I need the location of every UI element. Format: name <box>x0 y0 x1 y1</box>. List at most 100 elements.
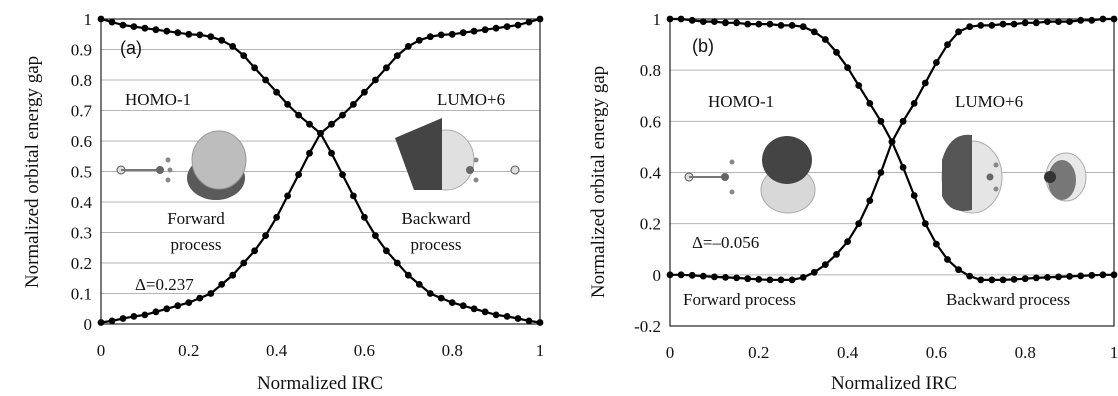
panel-b-series-2-point <box>777 276 785 284</box>
panel-b-series-2-point <box>833 251 840 258</box>
panel-b-series-1-point <box>733 19 740 27</box>
panel-a-series-2-point <box>437 31 445 39</box>
panel-a-series-1-point <box>426 290 434 297</box>
panel-b-series-2-point <box>799 274 807 281</box>
panel-a: 0 0.1 0.2 0.3 0.4 0.5 0.6 0.7 0.8 0.9 1 0 0.2 0.4 0.6 0… <box>22 10 544 394</box>
homo-1-orbital-image-b <box>684 136 816 214</box>
panel-b-series-2-point <box>955 28 962 36</box>
panel-b-series-1-point <box>777 22 785 29</box>
panel-b-series-1-point <box>899 164 907 171</box>
panel-b-series-2-point <box>899 117 907 125</box>
panel-a-series-1-point <box>152 26 160 34</box>
panel-a-series-1-point <box>525 317 533 325</box>
panel-b-xtick-label: 0.4 <box>837 343 859 362</box>
panel-b-series-1-point <box>722 19 729 27</box>
panel-b-xtick-label: 0 <box>666 343 675 362</box>
panel-a-series-1-point <box>459 302 467 310</box>
panel-a-series-2-point <box>328 120 335 128</box>
panel-a-series-2-point <box>284 192 291 200</box>
panel-b-series-2-point <box>688 271 696 279</box>
panel-a-series-1-point <box>393 259 401 267</box>
panel-b-axes: -0.2 0 0.2 0.4 0.6 0.8 1 0 0.2 0.4 0.6 0.8 1 <box>634 10 1118 362</box>
panel-b-series-2-point <box>766 276 774 284</box>
panel-b-series-1-point <box>921 220 929 228</box>
panel-a-axes: 0 0.1 0.2 0.3 0.4 0.5 0.6 0.7 0.8 0.9 1 0 0.2 0.4 0.6 0… <box>71 10 545 360</box>
panel-b-series-1-point <box>1010 276 1018 283</box>
panel-b-series-1-point <box>1110 271 1118 279</box>
panel-a-series-2-point <box>185 299 193 306</box>
panel-b-series-2-point <box>1021 19 1029 27</box>
lumo+6-orbital-image-b <box>941 134 1087 214</box>
panel-a-xtick-label: 0.6 <box>354 341 375 360</box>
panel-a-series-1-point <box>185 30 193 38</box>
panel-b-series-1-point <box>810 28 818 36</box>
panel-a-xtick-label: 0 <box>97 341 106 360</box>
panel-b-series-1-point <box>711 18 718 25</box>
panel-a-ytick-label: 0.2 <box>71 254 92 273</box>
panel-a-series-2-point <box>196 294 204 302</box>
panel-a-series-2-point <box>350 101 357 108</box>
panel-a-series-1-point <box>404 271 412 279</box>
panel-a-series-2-point <box>262 232 269 240</box>
panel-a-ytick-label: 0.3 <box>71 224 92 243</box>
panel-a-series-2-point <box>295 171 302 179</box>
panel-a-series-2-point <box>514 21 522 29</box>
panel-b-series-1-point <box>1055 273 1062 281</box>
panel-a-series-2-point <box>240 259 248 267</box>
panel-b-series-2-point <box>666 271 674 279</box>
panel-a-ytick-label: 0.7 <box>71 102 93 121</box>
panel-b-series-2-point <box>988 22 996 29</box>
panel-b-series-1-point <box>822 36 829 43</box>
panel-b-marks <box>666 15 1118 284</box>
panel-b-series-1-point <box>833 48 840 56</box>
forward-process-label-b: Forward process <box>683 290 796 309</box>
panel-a-series-1-point <box>163 27 171 35</box>
panel-a-series-1-point <box>174 29 182 37</box>
panel-a-series-1-point <box>372 232 379 240</box>
backward-label-a: Backward <box>402 209 471 228</box>
panel-a-series-1-point <box>306 120 313 128</box>
panel-b-series-1-point <box>699 18 707 25</box>
panel-b-xlabel: Normalized IRC <box>831 373 957 394</box>
panel-a-series-1-point <box>328 149 335 157</box>
panel-a-series-2-point <box>426 33 434 41</box>
panel-a-series-2-point <box>317 130 324 137</box>
panel-a-series-1-point <box>470 305 478 313</box>
panel-b-series-2-point <box>744 275 752 283</box>
panel-b-series-2-point <box>722 274 729 281</box>
panel-b-series-2-point <box>1044 18 1051 25</box>
forward-process-label-a: process <box>171 235 222 254</box>
panel-a-series-2-point <box>174 302 182 310</box>
panel-a-series-1-point <box>97 15 105 23</box>
panel-a-series-1-point <box>273 88 280 96</box>
panel-a-xtick-label: 0.2 <box>178 341 199 360</box>
panel-b-series-1-point <box>933 240 940 248</box>
homo-1-label-b: HOMO-1 <box>708 92 774 111</box>
panel-b-series-1-point <box>799 23 807 31</box>
panel-b-series-1-point <box>988 276 996 284</box>
panel-a-series-1-point <box>229 43 237 50</box>
panel-b-series-2-point <box>733 274 740 282</box>
panel-a-ytick-label: 0.9 <box>71 41 92 60</box>
panel-b-series-2-point <box>1032 19 1040 27</box>
panel-b-ytick-label: 0.2 <box>640 215 661 234</box>
panel-a-ytick-label: 0.1 <box>71 285 92 304</box>
panel-b-series-1-point <box>866 100 874 107</box>
lumo+6-label-b: LUMO+6 <box>955 92 1023 111</box>
panel-b-series-1-point <box>844 64 851 71</box>
panel-a-label: (a) <box>120 38 142 58</box>
panel-a-series-1-point <box>361 213 368 221</box>
panel-a-plot-frame <box>100 18 541 325</box>
panel-b-series-1-point <box>1066 273 1073 280</box>
panel-a-series-2-point <box>393 52 401 59</box>
panel-b-series-1-point <box>788 22 796 29</box>
panel-a-series-2-point <box>459 29 467 37</box>
panel-a-series-1-point <box>141 24 149 32</box>
panel-b-series-2-point <box>999 20 1007 28</box>
panel-b-series-1-point <box>755 20 763 28</box>
panel-b-series-2-point <box>1099 15 1107 23</box>
panel-a-series-1-point <box>536 319 544 326</box>
panel-a-series-2-point <box>108 317 116 325</box>
panel-b-series-2-point <box>755 276 763 283</box>
panel-b-series-2-point <box>677 271 685 279</box>
